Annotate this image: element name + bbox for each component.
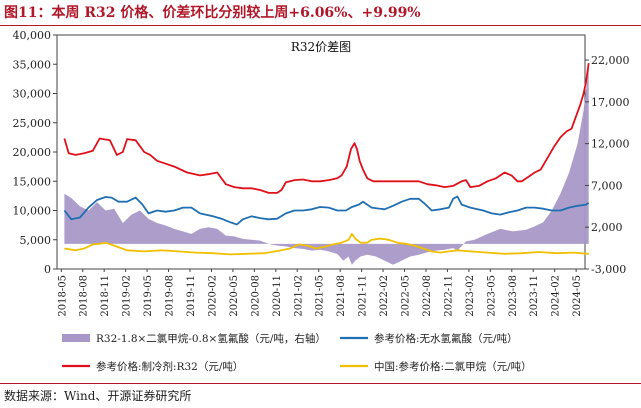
legend-swatch [62, 334, 90, 342]
x-axis-tick-label: 2021-11 [358, 275, 369, 317]
x-axis-tick-label: 2021-08 [336, 275, 347, 317]
x-axis-tick-label: 2020-08 [250, 275, 261, 317]
left-axis-tick-label: 5,000 [20, 234, 52, 247]
x-axis-tick-label: 2019-05 [143, 275, 154, 317]
right-axis-tick-label: 7,000 [591, 179, 623, 192]
hf-price-line [63, 195, 590, 226]
x-axis-tick-label: 2023-08 [508, 275, 519, 317]
x-axis-tick-label: 2018-05 [57, 275, 68, 317]
x-axis-tick-label: 2023-11 [529, 275, 540, 317]
x-axis-tick-label: 2019-08 [165, 275, 176, 317]
x-axis-tick-label: 2020-05 [229, 275, 240, 317]
x-axis-tick-label: 2022-08 [422, 275, 433, 317]
x-axis-tick-label: 2021-05 [315, 275, 326, 317]
x-axis-tick-label: 2024-05 [572, 275, 583, 317]
x-axis-tick-label: 2020-02 [207, 275, 218, 317]
left-axis-tick-label: 30,000 [13, 88, 52, 101]
x-axis-tick-label: 2019-02 [122, 275, 133, 317]
right-axis-tick-label: 22,000 [591, 54, 630, 67]
legend-label: 参考价格:无水氢氟酸（元/吨） [374, 332, 518, 345]
right-axis-tick-label: 17,000 [591, 96, 630, 109]
x-axis-tick-label: 2022-05 [401, 275, 412, 317]
x-axis-tick-label: 2018-08 [79, 275, 90, 317]
r32-spread-chart: 0 5,000 10,000 15,000 20,000 25,000 30,000 35,0… [13, 29, 630, 373]
x-axis-tick-label: 2018-11 [100, 275, 111, 317]
left-axis-tick-label: 0 [44, 263, 51, 276]
x-axis-tick-label: 2023-02 [465, 275, 476, 317]
x-axis-tick-label: 2024-02 [551, 275, 562, 317]
spread-area-series [64, 68, 589, 265]
right-axis-tick-label: -3,000 [591, 263, 626, 276]
left-axis-tick-label: 15,000 [13, 175, 52, 188]
legend-label: R32-1.8×二氯甲烷-0.8×氢氟酸（元/吨，右轴） [96, 332, 326, 345]
x-axis-tick-label: 2021-02 [293, 275, 304, 317]
left-axis-tick-label: 40,000 [13, 29, 52, 42]
source-note: 数据来源：Wind、开源证券研究所 [4, 389, 192, 403]
r32-price-line [63, 62, 590, 194]
legend-label: 中国:参考价格:二氯甲烷（元/吨） [374, 360, 532, 373]
dcm-price-line [64, 232, 589, 256]
title-rule [0, 25, 641, 26]
left-axis-tick-label: 35,000 [13, 58, 52, 71]
legend-label: 参考价格:制冷剂:R32（元/吨） [96, 360, 243, 373]
right-axis-tick-label: 2,000 [591, 221, 623, 234]
x-axis-tick-label: 2019-11 [186, 275, 197, 317]
x-axis-tick-label: 2023-05 [486, 275, 497, 317]
figure-title: 图11：本周 R32 价格、价差环比分别较上周+6.06%、+9.99% [4, 5, 421, 21]
x-axis-tick-label: 2022-11 [443, 275, 454, 317]
left-axis-tick-label: 20,000 [13, 146, 52, 159]
left-axis-tick-label: 25,000 [13, 117, 52, 130]
bottom-rule [0, 383, 641, 384]
right-axis-tick-label: 12,000 [591, 138, 630, 151]
x-axis-tick-label: 2022-02 [379, 275, 390, 317]
left-axis-tick-label: 10,000 [13, 205, 52, 218]
chart-title: R32价差图 [291, 40, 351, 54]
x-axis-tick-label: 2020-11 [272, 275, 283, 317]
